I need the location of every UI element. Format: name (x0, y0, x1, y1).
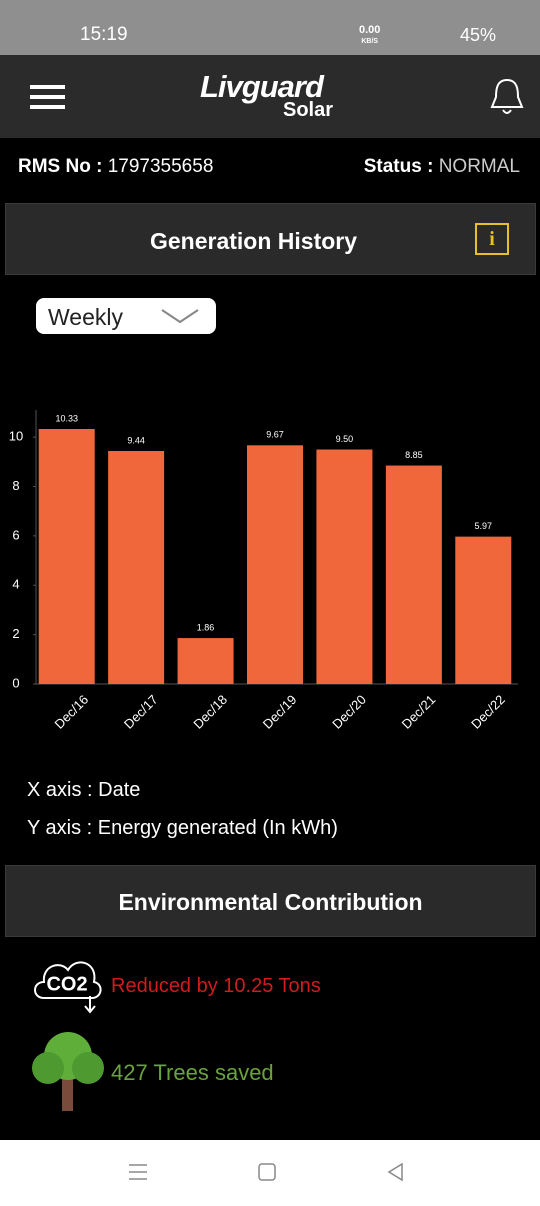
rms-label: RMS No : (18, 156, 103, 177)
co2-icon: CO2 (34, 961, 102, 1014)
bar (385, 465, 442, 684)
menu-button[interactable] (30, 83, 66, 111)
x-tick-label: Dec/18 (190, 692, 230, 732)
status-label: Status : (363, 156, 434, 177)
y-tick-label: 2 (12, 626, 19, 641)
environment-header: Environmental Contribution (5, 865, 536, 937)
logo-brand: Livguard (200, 69, 324, 104)
x-tick-label: Dec/21 (399, 692, 439, 732)
x-axis-note: X axis : Date (27, 779, 141, 801)
x-tick-label: Dec/19 (260, 692, 300, 732)
rms-value: 1797355658 (107, 156, 214, 177)
bar (38, 429, 95, 684)
y-tick-label: 4 (12, 577, 19, 592)
time: 15:19 (80, 24, 128, 45)
status-value: NORMAL (438, 156, 520, 177)
x-tick-label: Dec/22 (468, 692, 508, 732)
y-tick-label: 10 (9, 429, 23, 444)
generation-title: Generation History (149, 228, 358, 254)
bar (177, 638, 234, 684)
y-tick-label: 8 (12, 478, 19, 493)
value-label: 10.33 (55, 413, 78, 423)
notification-bell[interactable] (489, 77, 525, 117)
app-header: Livguard Solar (0, 55, 540, 138)
rms-row: RMS No : 1797355658 (18, 156, 213, 178)
info-button[interactable]: i (475, 223, 509, 255)
environment-title: Environmental Contribution (118, 889, 423, 915)
value-label: 5.97 (475, 521, 493, 531)
period-dropdown[interactable]: Weekly (36, 298, 216, 334)
net-value: 0.00 (359, 24, 381, 36)
net-unit: KB/S (361, 38, 379, 45)
bar (316, 449, 373, 684)
x-tick-label: Dec/20 (329, 692, 369, 732)
x-tick-label: Dec/16 (52, 692, 92, 732)
nav-bar (0, 1140, 540, 1206)
value-label: 1.86 (197, 622, 215, 632)
nav-back[interactable] (386, 1162, 406, 1182)
y-axis-note: Y axis : Energy generated (In kWh) (27, 817, 338, 839)
x-tick-label: Dec/17 (121, 692, 161, 732)
battery: 45% (460, 25, 497, 45)
value-label: 9.67 (266, 430, 284, 440)
net-speed: 0.00 KB/S (359, 25, 380, 47)
period-value: Weekly (48, 304, 123, 330)
logo-sub: Solar (283, 99, 334, 121)
value-label: 8.85 (405, 450, 423, 460)
chart: 0 2 4 6 8 10 Dec/16 10.33 Dec/17 9.44 Dec/18 1.86 De… (9, 410, 518, 732)
co2-text: Reduced by 10.25 Tons (111, 975, 321, 997)
y-tick-label: 6 (12, 527, 19, 542)
status-row: Status : NORMAL (364, 156, 520, 178)
bar (455, 536, 512, 684)
value-label: 9.44 (127, 435, 145, 445)
generation-header: Generation History i (5, 203, 536, 275)
y-tick-label: 0 (12, 675, 19, 690)
tree-icon (32, 1032, 104, 1111)
status-bar: 15:19 0.00 KB/S 45% (0, 0, 540, 55)
bar (108, 450, 165, 684)
trees-text: 427 Trees saved (111, 1060, 274, 1085)
co2-icon-text: CO2 (46, 973, 87, 995)
bar (247, 445, 303, 684)
nav-recents[interactable] (128, 1162, 148, 1182)
nav-home[interactable] (257, 1162, 277, 1182)
value-label: 9.50 (336, 434, 354, 444)
